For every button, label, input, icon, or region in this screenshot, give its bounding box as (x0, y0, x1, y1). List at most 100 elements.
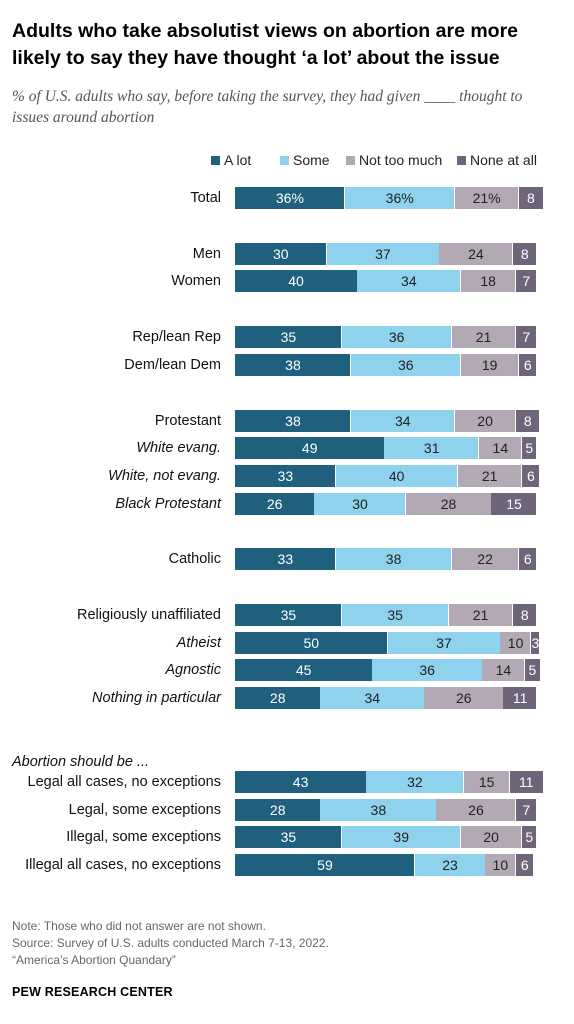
chart-notes: Note: Those who did not answer are not s… (12, 918, 567, 969)
bar-segment-not-too-much (454, 409, 516, 432)
bar-segment-a-lot (235, 242, 326, 265)
bar-value-label: 50 (303, 634, 320, 651)
bar-value-label: 38 (285, 356, 301, 373)
bar-value-label: 11 (519, 773, 534, 790)
bar-segment-some (350, 409, 455, 432)
bar-segment-not-too-much (479, 437, 522, 460)
bar-segment-not-too-much (451, 326, 516, 349)
bar-value-label: 35 (280, 329, 297, 346)
bar-segment-none-at-all (509, 770, 543, 793)
bar-segment-a-lot (235, 798, 320, 821)
bar-value-label: 38 (285, 412, 301, 429)
legend-swatch-3 (457, 156, 466, 165)
bar-segment-a-lot (235, 853, 415, 876)
row-label: Nothing in particular (92, 690, 221, 707)
bar-segment-some (366, 770, 464, 793)
legend-label-2: Not too much (359, 152, 443, 168)
bar-value-label: 10 (492, 856, 509, 873)
bar-segment-some (314, 492, 406, 515)
bar-segment-a-lot (235, 409, 351, 432)
bar-segment-not-too-much (485, 853, 516, 876)
bar-segment-none-at-all (524, 659, 540, 682)
bar-value-label: 33 (277, 551, 294, 568)
bar-segment-some (414, 853, 485, 876)
bar-value-label: 35 (387, 607, 403, 623)
bar-value-label: 8 (520, 607, 529, 623)
bar-segment-a-lot (235, 631, 387, 654)
bar-value-label: 23 (442, 856, 458, 873)
bar-segment-some (320, 687, 424, 710)
bar-value-label: 8 (520, 245, 529, 262)
bar-value-label: 8 (526, 190, 535, 206)
bar-value-label: 6 (523, 551, 532, 568)
legend-item-1: Some (280, 150, 330, 170)
bar-value-label: 32 (407, 773, 423, 790)
chart-legend: A lot Some Not too much None at all (0, 150, 545, 170)
row-label: White, not evang. (108, 467, 221, 484)
bar-segment-none-at-all (515, 326, 537, 349)
bar-value-label: 21 (481, 467, 498, 484)
bar-value-label: 26 (468, 801, 484, 818)
source-text: Source: Survey of U.S. adults conducted … (12, 936, 329, 950)
bar-segment-none-at-all (512, 604, 537, 626)
bar-value-label: 36 (388, 329, 405, 346)
row-label: Atheist (176, 634, 221, 651)
bar-segment-not-too-much (454, 187, 519, 209)
row-label: Rep/lean Rep (132, 329, 221, 346)
bar-segment-none-at-all (515, 409, 540, 432)
bar-value-label: 22 (477, 551, 493, 568)
chart-subtitle: % of U.S. adults who say, before taking … (12, 88, 523, 126)
row-label: Men (192, 245, 221, 262)
pew-logo-text: PEW RESEARCH CENTER (12, 985, 173, 999)
bar-value-label: 6 (526, 467, 535, 484)
bar-segment-none-at-all (491, 492, 537, 515)
bar-segment-none-at-all (515, 798, 537, 821)
bar-value-label: 5 (525, 440, 534, 457)
bar-value-label: 15 (506, 495, 522, 512)
bar-segment-not-too-much (460, 270, 516, 293)
bar-segment-a-lot (235, 464, 336, 487)
legend-label-3: None at all (470, 152, 537, 168)
bar-segment-a-lot (235, 326, 342, 349)
bar-value-label: 43 (292, 773, 309, 790)
bar-value-label: 20 (483, 829, 499, 846)
bar-value-label: 3 (531, 634, 540, 651)
row-label: Religiously unaffiliated (76, 607, 221, 623)
bar-value-label: 7 (522, 329, 531, 346)
bar-value-label: 18 (480, 273, 496, 290)
bar-segment-not-too-much (436, 798, 516, 821)
bar-segment-not-too-much (460, 353, 519, 376)
bar-value-label: 28 (269, 690, 286, 707)
bar-value-label: 59 (317, 856, 333, 873)
report-title: “America’s Abortion Quandary” (12, 953, 176, 967)
bar-value-label: 31 (423, 440, 440, 457)
bar-segment-a-lot (235, 353, 351, 376)
bar-segment-some (341, 326, 452, 349)
bar-segment-none-at-all (518, 548, 537, 571)
bar-value-label: 14 (495, 662, 512, 679)
row-label: Legal, some exceptions (68, 801, 221, 818)
bar-segment-a-lot (235, 437, 384, 460)
bar-segment-some (344, 187, 455, 209)
bar-segment-not-too-much (457, 464, 522, 487)
bar-segment-none-at-all (512, 242, 537, 265)
bar-segment-some (326, 242, 439, 265)
bar-segment-some (350, 353, 461, 376)
bar-value-label: 26 (455, 690, 472, 707)
bar-value-label: 11 (512, 690, 528, 707)
bar-segment-none-at-all (530, 631, 540, 654)
bar-segment-a-lot (235, 826, 342, 849)
bar-segment-some (387, 631, 500, 654)
bar-segment-some (357, 270, 461, 293)
bar-value-label: 6 (520, 856, 529, 873)
bar-value-label: 40 (388, 467, 405, 484)
row-label: Illegal, some exceptions (66, 829, 221, 846)
bar-segment-a-lot (235, 770, 366, 793)
bar-value-label: 21 (475, 329, 492, 346)
bar-segment-some (341, 826, 461, 849)
legend-item-0: A lot (211, 150, 251, 170)
bar-segment-not-too-much (482, 659, 525, 682)
bar-value-label: 36% (385, 190, 414, 206)
bar-value-label: 14 (492, 440, 509, 457)
row-label: Women (171, 273, 221, 290)
